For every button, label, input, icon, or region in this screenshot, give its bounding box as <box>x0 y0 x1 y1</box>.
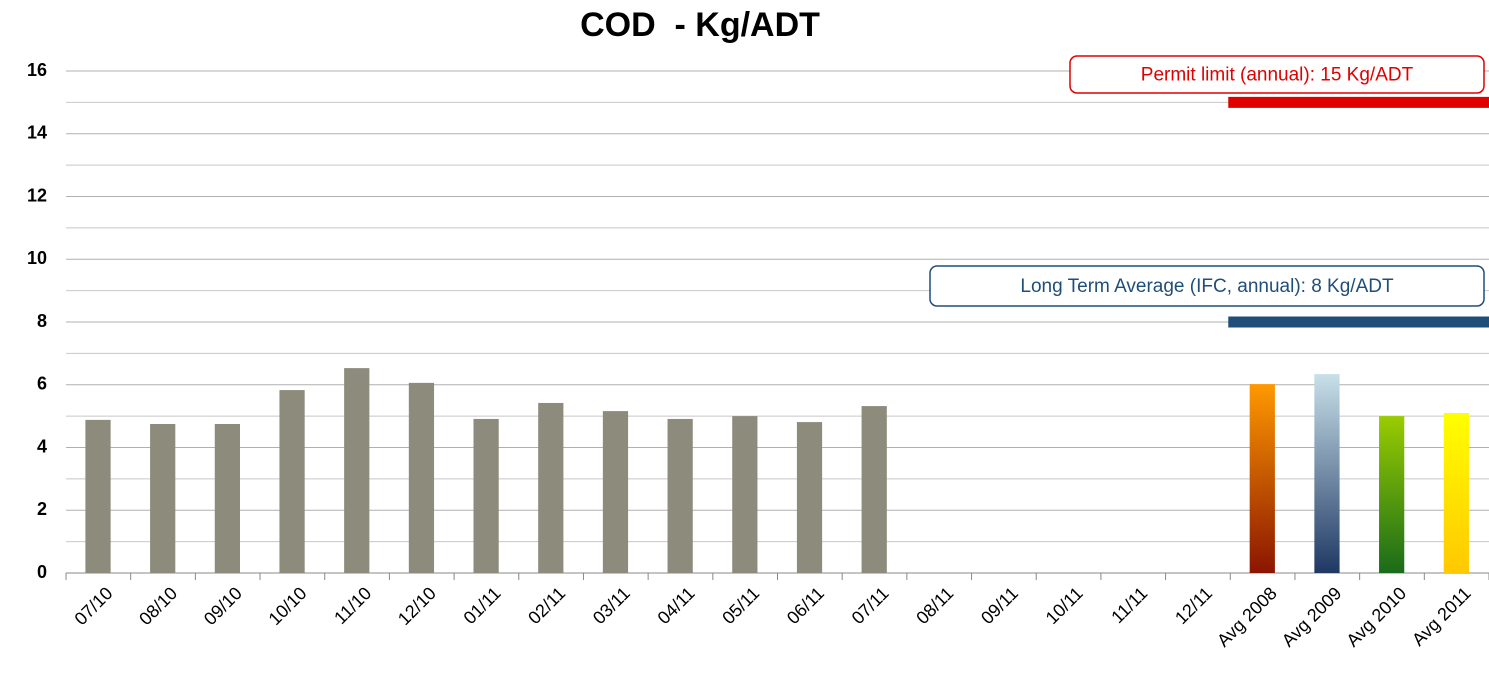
bar <box>667 418 693 573</box>
y-tick-label: 14 <box>27 123 47 143</box>
y-tick-label: 12 <box>27 185 47 205</box>
y-tick-label: 4 <box>37 436 47 456</box>
annotation-text: Long Term Average (IFC, annual): 8 Kg/AD… <box>1020 276 1394 297</box>
x-tick-label: 10/11 <box>1042 583 1087 628</box>
x-tick-label: 07/10 <box>71 583 117 629</box>
bar <box>538 402 564 573</box>
bar <box>732 416 758 573</box>
annotation-box <box>929 265 1485 307</box>
bar <box>344 368 370 573</box>
x-tick-label: 09/10 <box>200 583 246 629</box>
x-tick-label: 04/11 <box>654 583 699 628</box>
x-tick-label: 11/11 <box>1107 583 1151 627</box>
x-tick-label: 08/10 <box>135 583 181 629</box>
bar <box>1249 384 1275 573</box>
bar <box>408 382 435 573</box>
x-tick-label: 07/11 <box>848 583 893 628</box>
bar <box>85 419 111 573</box>
y-tick-label: 6 <box>37 374 47 394</box>
chart-title: COD - Kg/ADT <box>580 6 820 44</box>
x-tick-label: 11/10 <box>330 583 375 628</box>
limit-line <box>1228 96 1489 108</box>
bar <box>1443 412 1469 573</box>
x-tick-label: Avg 2008 <box>1213 583 1281 651</box>
x-tick-label: 12/10 <box>394 583 440 629</box>
annotation-text: Permit limit (annual): 15 Kg/ADT <box>1141 65 1414 86</box>
y-tick-label: 8 <box>37 311 47 331</box>
x-tick-label: 09/11 <box>977 583 1022 628</box>
x-tick-label: 12/11 <box>1171 583 1216 628</box>
bar <box>279 390 305 573</box>
x-tick-label: Avg 2011 <box>1408 583 1475 650</box>
x-tick-label: 02/11 <box>524 583 569 628</box>
x-tick-label: Avg 2010 <box>1342 583 1410 651</box>
bar <box>473 418 499 573</box>
y-tick-label: 10 <box>27 248 47 268</box>
bar <box>1314 374 1340 573</box>
x-tick-label: 01/11 <box>460 583 505 628</box>
x-tick-label: 03/11 <box>589 583 634 628</box>
x-tick-label: 05/11 <box>718 583 763 628</box>
y-tick-label: 2 <box>37 499 47 519</box>
bar <box>214 423 240 573</box>
y-tick-label: 0 <box>37 562 47 582</box>
bar <box>796 422 823 573</box>
x-tick-label: Avg 2009 <box>1278 583 1346 651</box>
x-tick-label: 08/11 <box>912 583 957 628</box>
x-tick-label: 06/11 <box>783 583 828 628</box>
bar <box>602 411 629 573</box>
bar <box>861 406 887 573</box>
y-tick-label: 16 <box>27 60 47 80</box>
bar <box>150 423 176 573</box>
bar <box>1379 416 1405 573</box>
limit-line <box>1228 316 1489 328</box>
annotation-box <box>1069 55 1485 94</box>
x-tick-label: 10/10 <box>265 583 311 629</box>
